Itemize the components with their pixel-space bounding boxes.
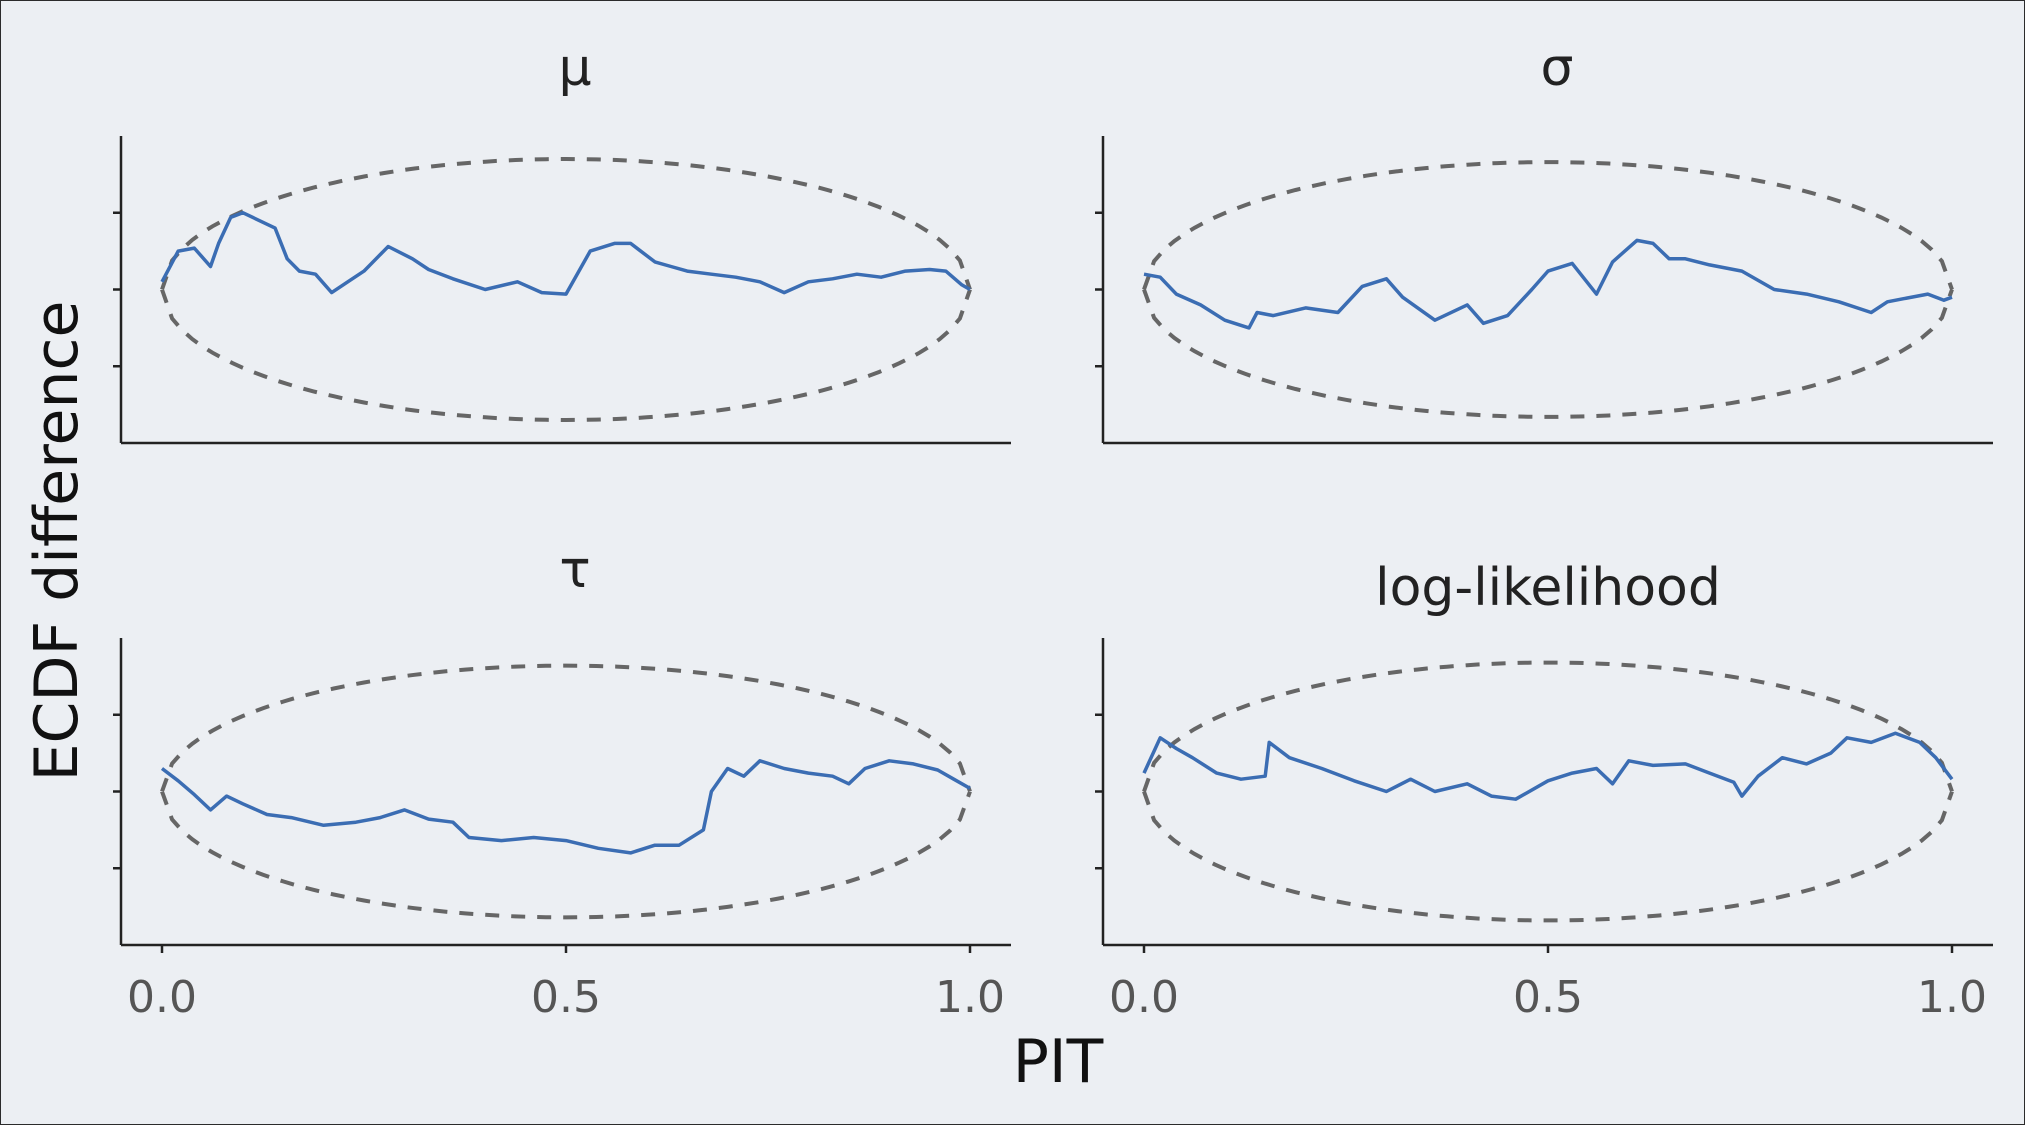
x-tick-label: 0.0	[1109, 972, 1179, 1023]
ecdf-difference-line-tau	[160, 759, 971, 855]
panel-title-log-likelihood: log-likelihood	[1375, 558, 1721, 618]
panel-title-sigma: σ	[1541, 38, 1574, 98]
ecdf-difference-line-log-likelihood	[1142, 731, 1954, 801]
x-tick-label: 0.5	[531, 972, 601, 1023]
ecdf-difference-line-sigma	[1143, 238, 1953, 330]
chart-marks	[113, 156, 1954, 953]
ecdf-difference-line-mu	[160, 210, 971, 296]
x-axis-label: PIT	[1013, 1027, 1104, 1097]
confidence-envelope-sigma	[1142, 160, 1954, 419]
x-tick-label: 1.0	[1917, 972, 1987, 1023]
x-tick-label: 0.5	[1513, 972, 1583, 1023]
panel-title-mu: μ	[558, 38, 591, 98]
x-tick-label: 1.0	[935, 972, 1005, 1023]
confidence-envelope-tau	[160, 663, 972, 920]
panel-title-tau: τ	[559, 540, 590, 600]
confidence-envelope-mu	[160, 156, 972, 423]
x-tick-label: 0.0	[127, 972, 197, 1023]
confidence-envelope-log-likelihood	[1142, 660, 1954, 923]
y-axis-label: ECDF difference	[22, 301, 92, 782]
